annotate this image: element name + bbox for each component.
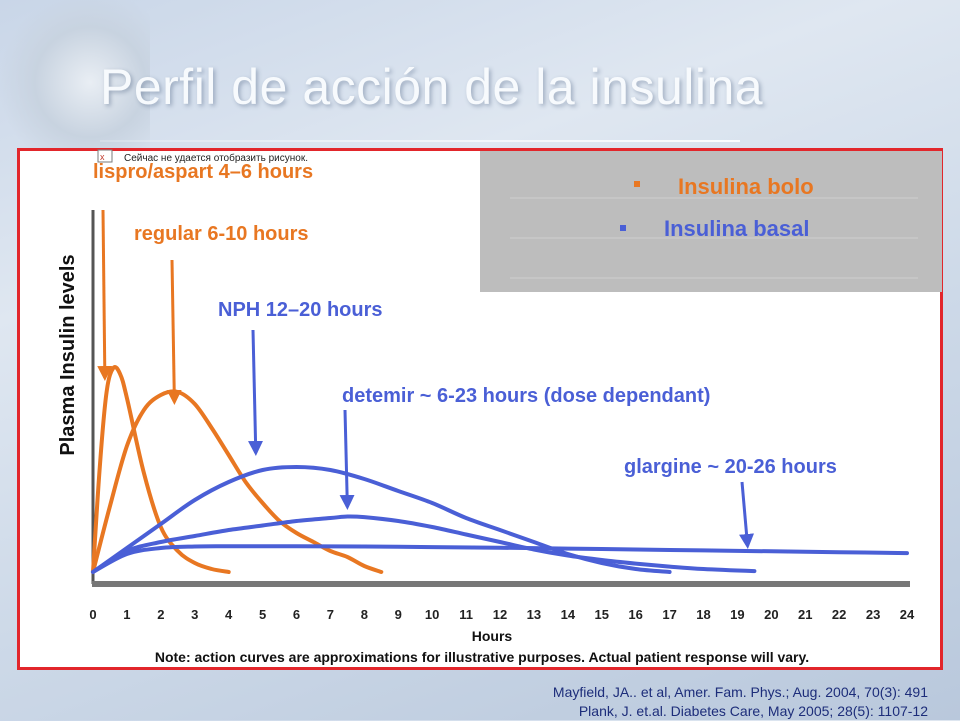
annotation-arrow xyxy=(739,481,755,549)
x-axis-label: Hours xyxy=(472,628,513,644)
x-tick-label: 14 xyxy=(561,607,576,622)
x-tick-label: 17 xyxy=(662,607,676,622)
x-tick-label: 0 xyxy=(89,607,96,622)
x-tick-label: 22 xyxy=(832,607,846,622)
legend-label-basal: Insulina basal xyxy=(664,216,810,241)
citations: Mayfield, JA.. et al, Amer. Fam. Phys.; … xyxy=(553,683,928,721)
x-tick-label: 18 xyxy=(696,607,710,622)
annotation-label: NPH 12–20 hours xyxy=(218,299,383,321)
series-line-basal xyxy=(91,514,757,574)
x-tick-label: 8 xyxy=(361,607,368,622)
x-tick-label: 23 xyxy=(866,607,880,622)
legend-bullet-bolo xyxy=(634,181,640,187)
x-tick-label: 2 xyxy=(157,607,164,622)
x-tick-label: 24 xyxy=(900,607,915,622)
x-tick-label: 5 xyxy=(259,607,266,622)
annotation-label: detemir ~ 6-23 hours (dose dependant) xyxy=(342,385,710,407)
broken-image-icon xyxy=(97,149,113,163)
x-tick-label: 21 xyxy=(798,607,812,622)
x-axis xyxy=(92,581,910,587)
x-tick-label: 19 xyxy=(730,607,744,622)
series-line-bolo xyxy=(91,389,384,574)
legend-bullet-basal xyxy=(620,225,626,231)
x-tick-label: 13 xyxy=(527,607,541,622)
slide-title: Perfil de acción de la insulina xyxy=(100,59,764,115)
x-tick-label: 11 xyxy=(459,607,473,622)
x-tick-label: 4 xyxy=(225,607,233,622)
x-tick-label: 12 xyxy=(493,607,507,622)
curves xyxy=(91,365,909,574)
x-tick-label: 15 xyxy=(595,607,609,622)
citation-line: Mayfield, JA.. et al, Amer. Fam. Phys.; … xyxy=(552,684,928,700)
annotation-label: glargine ~ 20-26 hours xyxy=(624,456,837,478)
x-tick-label: 9 xyxy=(395,607,402,622)
broken-image-x-icon: x xyxy=(100,152,105,162)
y-axis-label: Plasma Insulin levels xyxy=(57,254,79,455)
x-tick-label: 7 xyxy=(327,607,334,622)
annotations: lispro/aspart 4–6 hours regular 6-10 hour… xyxy=(93,161,837,549)
annotation-arrow xyxy=(166,259,182,405)
x-tick-labels: 0 1 2 3 4 5 6 7 8 9 10 11 12 13 14 15 16 17 18 19 20 21 22 23 24 xyxy=(89,607,915,622)
annotation-arrow xyxy=(97,209,113,381)
series-line-bolo xyxy=(91,365,231,574)
chart-note: Note: action curves are approximations f… xyxy=(155,649,809,665)
annotation-arrow xyxy=(248,329,264,456)
series-line-basal xyxy=(91,544,909,574)
doctor-photo xyxy=(0,0,150,150)
annotation-arrow xyxy=(339,409,355,510)
citation-line: Plank, J. et.al. Diabetes Care, May 2005… xyxy=(578,703,928,719)
x-tick-label: 3 xyxy=(191,607,198,622)
x-tick-label: 6 xyxy=(293,607,300,622)
annotation-label: regular 6-10 hours xyxy=(134,223,309,245)
x-tick-label: 1 xyxy=(123,607,130,622)
x-tick-label: 16 xyxy=(628,607,642,622)
x-tick-label: 20 xyxy=(764,607,778,622)
x-tick-label: 10 xyxy=(425,607,439,622)
broken-image-text: Сейчас не удается отобразить рисунок. xyxy=(124,152,308,164)
title-underline xyxy=(100,140,740,142)
annotation-label: lispro/aspart 4–6 hours xyxy=(93,161,313,183)
legend-label-bolo: Insulina bolo xyxy=(678,174,814,199)
legend-panel xyxy=(480,151,942,292)
